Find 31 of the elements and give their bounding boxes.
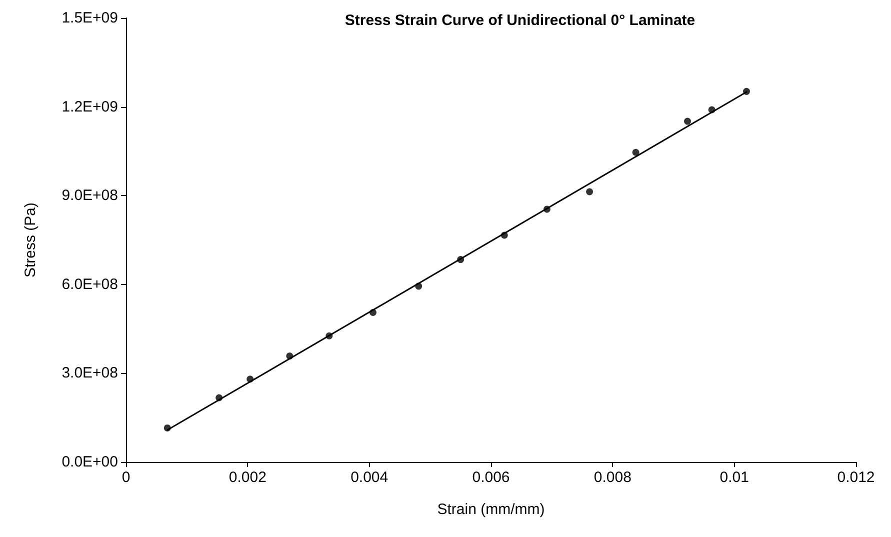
x-tick-label: 0.012 — [837, 469, 875, 486]
point — [415, 282, 422, 290]
chart-title: Stress Strain Curve of Unidirectional 0° Laminate — [344, 12, 696, 29]
y-tick-label: 1.2E+09 — [62, 98, 118, 116]
y-tick-label: 9.0E+08 — [62, 187, 118, 204]
point — [164, 424, 171, 432]
point — [684, 118, 691, 125]
x-tick-label: 0.01 — [720, 469, 749, 486]
point — [708, 106, 716, 114]
point — [326, 332, 333, 340]
x-tick-label: 0.004 — [350, 469, 388, 486]
y-tick-label: 6.0E+08 — [62, 276, 118, 293]
y-tick-label: 3.0E+08 — [62, 364, 118, 382]
y-axis-title: Stress (Pa) — [22, 202, 39, 278]
y-tick-label: 1.5E+09 — [62, 10, 118, 26]
point — [632, 148, 640, 156]
point — [216, 394, 223, 402]
x-tick-label: 0.002 — [228, 469, 266, 486]
x-axis-title: Strain (mm/mm) — [437, 501, 545, 518]
point — [457, 256, 464, 264]
point — [586, 188, 594, 196]
x-tick-label: 0.006 — [472, 469, 510, 486]
point — [743, 88, 750, 95]
point — [369, 309, 376, 316]
point — [286, 352, 294, 360]
x-tick-label: 0 — [122, 469, 130, 486]
y-tick-label: 0.0E+00 — [62, 454, 118, 470]
x-tick-label: 0.008 — [594, 469, 632, 486]
point — [246, 376, 254, 383]
point — [500, 232, 508, 239]
point — [543, 206, 550, 213]
